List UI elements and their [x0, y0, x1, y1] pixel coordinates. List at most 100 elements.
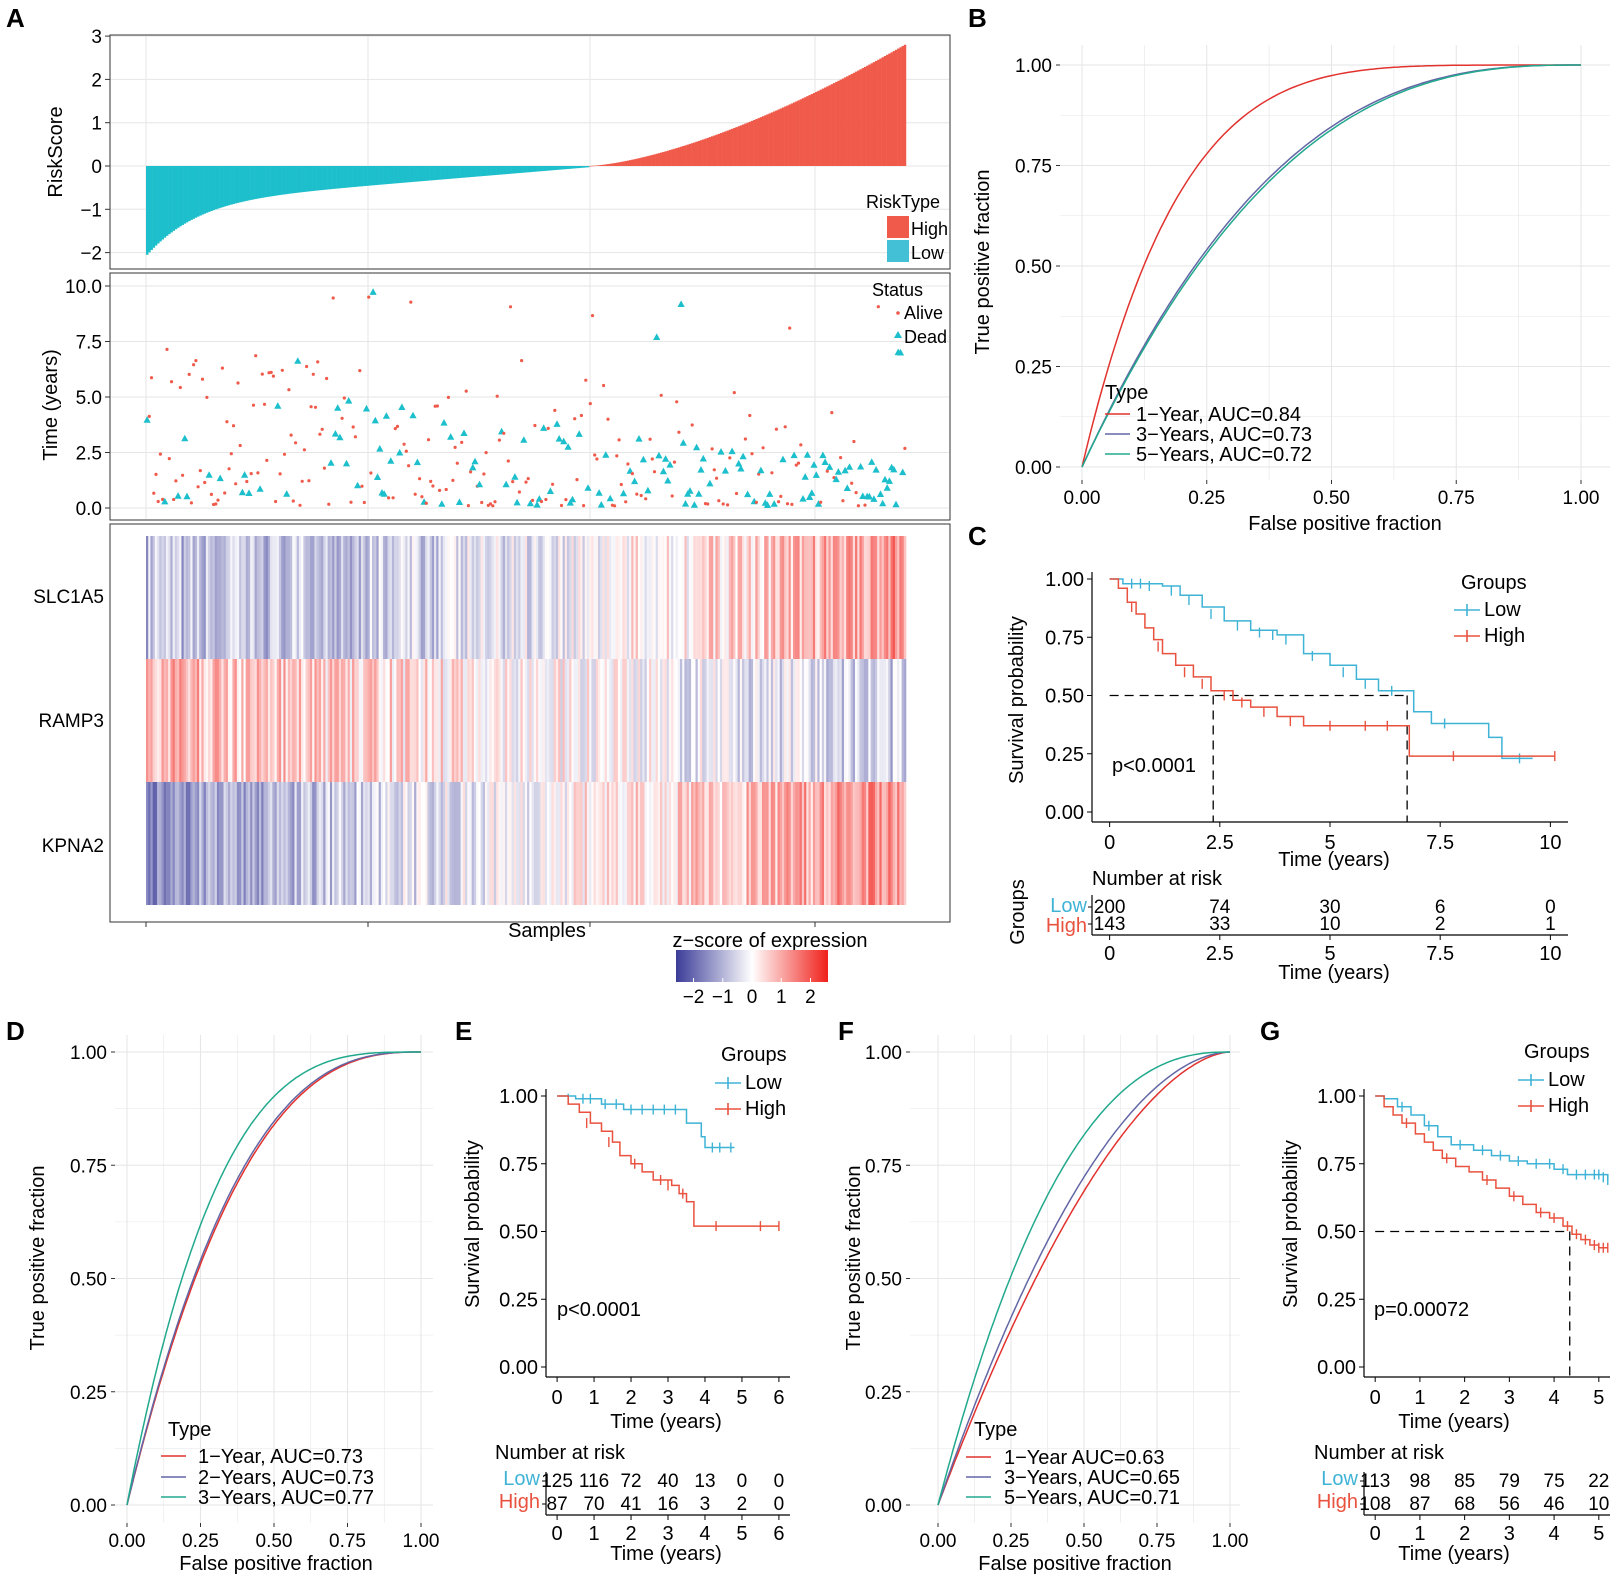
heatmap-cell [874, 536, 878, 659]
heatmap-cell [668, 659, 672, 782]
dead-point [181, 434, 189, 442]
alive-point [595, 457, 599, 461]
alive-point [305, 364, 309, 369]
heatmap-cell [560, 782, 563, 905]
alive-point [149, 376, 154, 380]
risk-score-bar [584, 166, 588, 168]
heatmap-cell [542, 659, 546, 782]
heatmap-cell [227, 536, 231, 659]
heatmap-cell [179, 659, 182, 782]
heatmap-cell [387, 536, 391, 659]
risk-score-bar [613, 163, 616, 166]
colorbar-tick: −2 [683, 987, 705, 1008]
risk-score-bars [146, 44, 907, 255]
heatmap-cell [305, 536, 309, 659]
heatmap-cell [307, 659, 311, 782]
heatmap-cell [675, 536, 679, 659]
heatmap-cell [516, 536, 519, 659]
km-curves-c: 0 2.5 5 7.5 100.000.250.500.751.00 [1045, 569, 1568, 854]
alive-point [630, 472, 635, 476]
heatmap-cell [303, 782, 306, 905]
alive-point [863, 503, 867, 507]
risk-table-value: 13 [694, 1471, 715, 1492]
heatmap-cell [407, 782, 410, 905]
alive-point [757, 472, 761, 476]
km-xtick: 7.5 [1426, 832, 1454, 854]
alive-point [652, 470, 657, 474]
risk-score-bar [398, 166, 402, 184]
heatmap-cell [682, 659, 685, 782]
heatmap-cell [391, 536, 395, 659]
heatmap-cell [440, 659, 444, 782]
heatmap-cell [779, 536, 783, 659]
heatmap-cell [824, 659, 827, 782]
heatmap-cell [635, 659, 639, 782]
heatmap-cell [841, 782, 845, 905]
km-curves-e: 0 1 2 3 4 5 60.000.250.500.751.00 [499, 1086, 790, 1409]
heatmap-cell [298, 659, 302, 782]
heatmap-cell [677, 536, 681, 659]
heatmap-cell [642, 659, 645, 782]
heatmap-cell [569, 659, 572, 782]
heatmap-cell [770, 659, 774, 782]
risk-score-bar [870, 63, 874, 166]
risk-score-bar [819, 89, 823, 166]
roc-ytick: 0.50 [865, 1270, 902, 1291]
heatmap-cell [489, 536, 492, 659]
heatmap-cell [604, 536, 608, 659]
dead-point [526, 499, 534, 507]
heatmap-cell [704, 659, 707, 782]
alive-point [438, 488, 442, 492]
heatmap-cell [352, 536, 355, 659]
dead-point [606, 494, 614, 502]
dead-point [896, 348, 905, 356]
heatmap-cell [746, 536, 749, 659]
heatmap-cell [334, 659, 337, 782]
dead-point [803, 451, 811, 458]
roc-d-legend: Type 1−Year, AUC=0.73 2−Years, AUC=0.73 … [161, 1419, 374, 1509]
heatmap-cell [334, 782, 337, 905]
risk-score-bar [578, 166, 581, 169]
heatmap-cell [194, 782, 198, 905]
heatmap-cell [403, 536, 406, 659]
heatmap-cell [321, 782, 324, 905]
risk-score-bar [179, 166, 182, 227]
heatmap-cell [438, 536, 441, 659]
colorbar-title: z−score of expression [672, 930, 867, 952]
heatmap-cell [786, 782, 789, 905]
heatmap-cell [205, 659, 209, 782]
heatmap-cell [750, 659, 754, 782]
heatmap-cell [626, 659, 630, 782]
alive-point [717, 499, 721, 503]
heatmap-cell [653, 782, 656, 905]
dead-point [241, 471, 249, 478]
alive-point [340, 416, 344, 420]
km-e-risk-xlabel: Time (years) [610, 1543, 721, 1565]
km-ytick: 0.50 [1317, 1222, 1356, 1244]
expression-heatmap: SLC1A5 RAMP3 KPNA2 Samples z−score of ex… [33, 523, 951, 1008]
risk-score-bar [221, 166, 224, 208]
risk-score-bar [469, 166, 472, 178]
heatmap-cell [352, 659, 355, 782]
heatmap-cell [828, 782, 831, 905]
dead-point [706, 479, 714, 487]
heatmap-cell [646, 536, 650, 659]
heatmap-cell [600, 536, 603, 659]
heatmap-cell [846, 782, 849, 905]
heatmap-cell [784, 782, 787, 905]
heatmap-cell [491, 536, 495, 659]
heatmap-cell [779, 659, 783, 782]
risk-table-value: 56 [1499, 1494, 1520, 1515]
alive-point [362, 500, 366, 505]
km-e-risk-label-low: Low [503, 1468, 540, 1490]
heatmap-cell [480, 536, 484, 659]
risk-table-xtick: 1 [588, 1523, 599, 1545]
roc-curve [1081, 64, 1581, 468]
dead-point [387, 457, 395, 464]
heatmap-cell [427, 536, 430, 659]
heatmap-cell [329, 536, 333, 659]
heatmap-cell [241, 659, 244, 782]
risk-score-bar [832, 83, 836, 166]
heatmap-cell [761, 659, 765, 782]
heatmap-cell [476, 536, 479, 659]
